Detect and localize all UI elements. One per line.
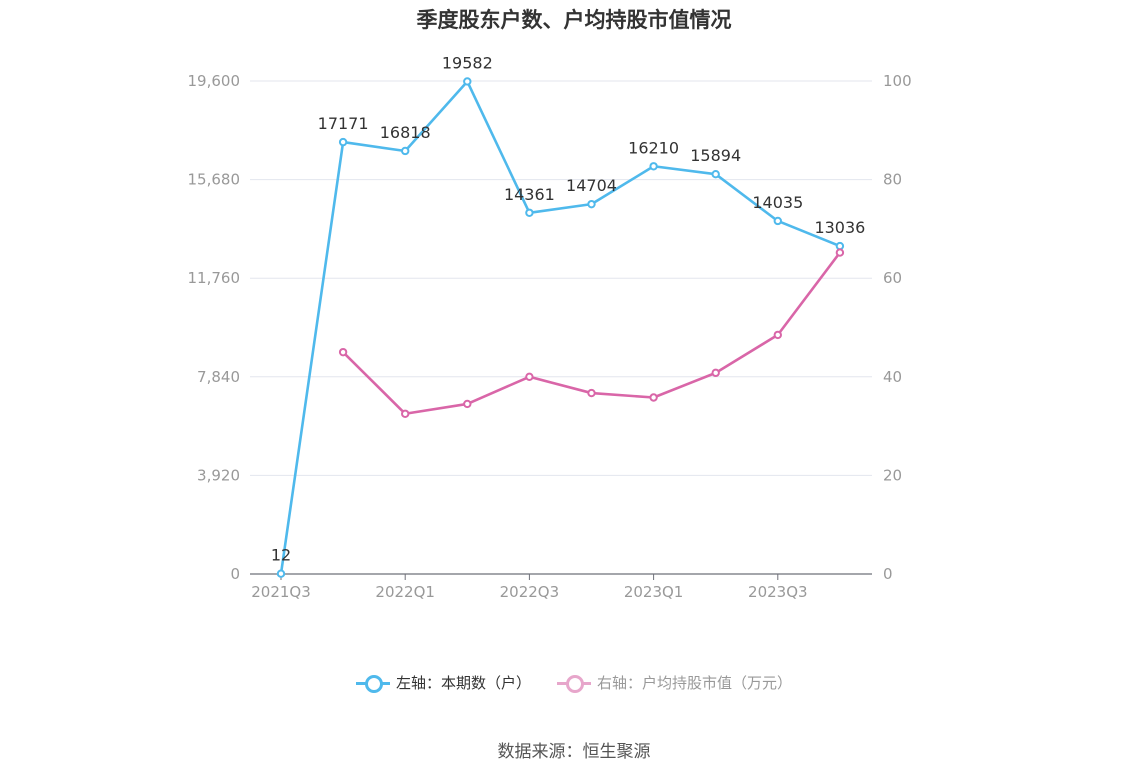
left-series-point [463, 77, 472, 86]
legend-item-left-series[interactable]: 左轴：本期数（户） [355, 672, 531, 693]
line-circle-icon [557, 673, 591, 693]
right-series-point [463, 399, 472, 409]
left-series-point [773, 216, 782, 226]
data-label: 12 [271, 546, 291, 565]
chart-plot: 0 0 3,920 20 7,840 40 11,760 60 15,680 80 19,600 10… [188, 53, 912, 601]
right-series-point [525, 372, 534, 381]
left-series-point [525, 208, 534, 217]
y-left-tick-label: 3,920 [197, 466, 240, 484]
right-series-point [649, 393, 658, 402]
right-series-point [587, 388, 596, 398]
legend-label-right: 右轴：户均持股市值（万元） [597, 674, 793, 692]
y-left-tick-label: 11,760 [188, 269, 241, 287]
right-series-point [835, 248, 845, 257]
left-series-line [279, 80, 841, 574]
right-series-point [773, 330, 782, 340]
x-tick-label: 2022Q1 [375, 583, 435, 601]
legend-item-right-series[interactable]: 右轴：户均持股市值（万元） [557, 672, 792, 693]
data-label: 14704 [566, 176, 617, 195]
left-series-point [338, 137, 348, 147]
x-tick-label: 2022Q3 [500, 583, 560, 601]
left-series-point [401, 146, 410, 156]
axes: 0 0 3,920 20 7,840 40 11,760 60 15,680 80 19,600 10… [188, 72, 912, 601]
y-right-tick-label: 0 [883, 565, 893, 583]
left-series-point [587, 199, 596, 209]
right-series-point [711, 368, 720, 378]
y-left-tick-label: 0 [230, 565, 240, 583]
left-series-point [276, 569, 286, 578]
y-right-tick-label: 20 [883, 466, 902, 484]
left-series-point [711, 170, 720, 179]
legend: 左轴：本期数（户） 右轴：户均持股市值（万元） [0, 672, 1148, 693]
data-source: 数据来源：恒生聚源 [497, 742, 651, 762]
grid-lines [250, 80, 872, 476]
y-left-tick-label: 7,840 [197, 368, 240, 386]
data-label: 14361 [504, 185, 555, 204]
right-series-point [338, 347, 348, 357]
data-label: 19582 [442, 53, 493, 72]
data-label: 14035 [752, 193, 803, 212]
line-circle-icon [355, 673, 390, 693]
data-label: 13036 [814, 218, 865, 237]
left-series-point [649, 162, 658, 171]
series-lines [276, 77, 845, 578]
x-tick-label: 2023Q3 [748, 583, 808, 601]
data-label: 16210 [628, 138, 679, 157]
left-series-point [835, 241, 845, 251]
y-right-tick-label: 60 [883, 269, 902, 287]
data-label: 17171 [318, 114, 369, 133]
data-label: 16818 [380, 123, 431, 142]
chart-title: 季度股东户数、户均持股市值情况 [416, 8, 732, 32]
legend-label-left: 左轴：本期数（户） [395, 674, 531, 692]
right-series-point [401, 409, 410, 418]
y-right-tick-label: 100 [883, 72, 912, 90]
y-right-tick-label: 80 [883, 171, 902, 189]
y-left-tick-label: 15,680 [188, 171, 241, 189]
y-left-tick-label: 19,600 [188, 72, 241, 90]
y-right-tick-label: 40 [883, 368, 902, 386]
x-tick-label: 2021Q3 [251, 583, 311, 601]
data-label: 15894 [690, 146, 741, 165]
data-labels: 12 17171 16818 19582 14361 14704 16210 15894 140… [271, 53, 866, 564]
x-tick-label: 2023Q1 [624, 583, 684, 601]
